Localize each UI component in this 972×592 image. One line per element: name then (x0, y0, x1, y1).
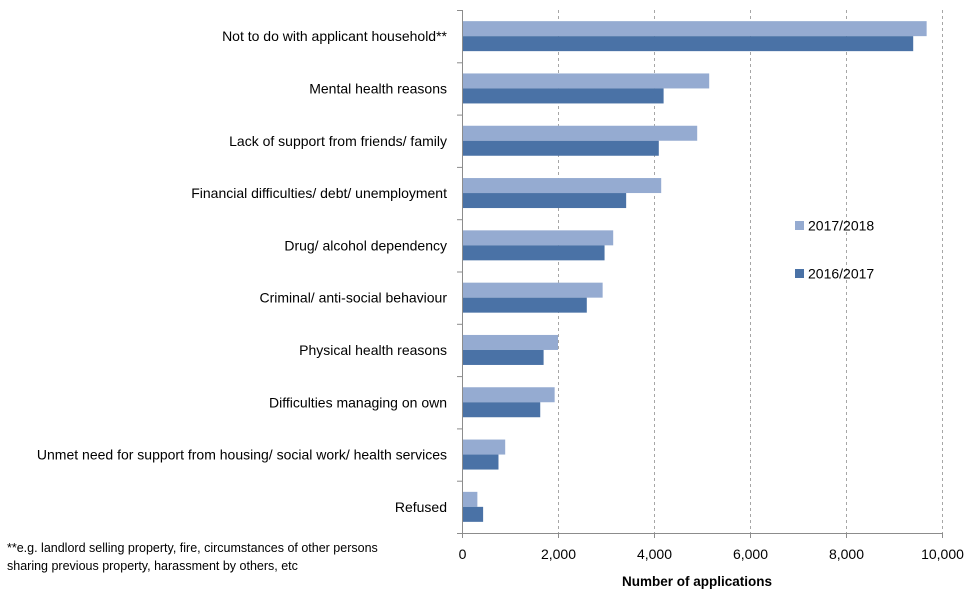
category-label: Mental health reasons (309, 80, 447, 96)
x-tick-label: 8,000 (829, 546, 864, 562)
bar-2016-2017 (463, 245, 605, 261)
bar-2017-2018 (463, 439, 506, 455)
bar-2016-2017 (463, 36, 914, 52)
bar-2017-2018 (463, 230, 614, 246)
x-tick-label: 10,000 (921, 546, 964, 562)
legend-swatch (795, 269, 804, 278)
legend-swatch (795, 221, 804, 230)
footnote-line-1: **e.g. landlord selling property, fire, … (7, 541, 378, 555)
legend-label: 2017/2018 (808, 218, 874, 234)
y-axis: Not to do with applicant household** Ment… (37, 10, 463, 534)
category-label: Criminal/ anti-social behaviour (259, 290, 447, 306)
footnote-line-2: sharing previous property, harassment by… (7, 559, 298, 573)
category-label: Refused (395, 499, 447, 515)
x-tick-label: 0 (459, 546, 467, 562)
bar-2017-2018 (463, 125, 698, 141)
x-axis: 0 2,000 4,000 6,000 8,000 10,000 (459, 533, 964, 562)
bar-2017-2018 (463, 21, 927, 37)
x-axis-title: Number of applications (622, 574, 772, 589)
bars (463, 21, 927, 522)
x-tick-label: 2,000 (541, 546, 576, 562)
bar-2016-2017 (463, 506, 484, 522)
category-label: Difficulties managing on own (269, 394, 447, 410)
bar-2016-2017 (463, 88, 664, 104)
legend-label: 2016/2017 (808, 266, 874, 282)
bar-2016-2017 (463, 454, 499, 470)
x-tick-label: 4,000 (637, 546, 672, 562)
category-label: Financial difficulties/ debt/ unemployme… (191, 185, 447, 201)
bar-2017-2018 (463, 334, 558, 350)
bar-2017-2018 (463, 73, 710, 89)
bar-2016-2017 (463, 402, 541, 418)
x-tick-label: 6,000 (733, 546, 768, 562)
bar-2017-2018 (463, 282, 603, 298)
bar-2016-2017 (463, 193, 627, 209)
bar-2017-2018 (463, 178, 662, 194)
bar-2016-2017 (463, 349, 544, 365)
category-label: Drug/ alcohol dependency (284, 237, 447, 253)
footnote: **e.g. landlord selling property, fire, … (7, 539, 447, 575)
bar-2017-2018 (463, 387, 555, 403)
bar-2016-2017 (463, 140, 659, 156)
legend: 2017/2018 2016/2017 (795, 218, 874, 282)
category-label: Unmet need for support from housing/ soc… (37, 447, 447, 463)
bar-2017-2018 (463, 491, 478, 507)
bar-2016-2017 (463, 297, 587, 313)
category-label: Lack of support from friends/ family (229, 133, 447, 149)
category-label: Not to do with applicant household** (222, 28, 447, 44)
category-label: Physical health reasons (299, 342, 447, 358)
